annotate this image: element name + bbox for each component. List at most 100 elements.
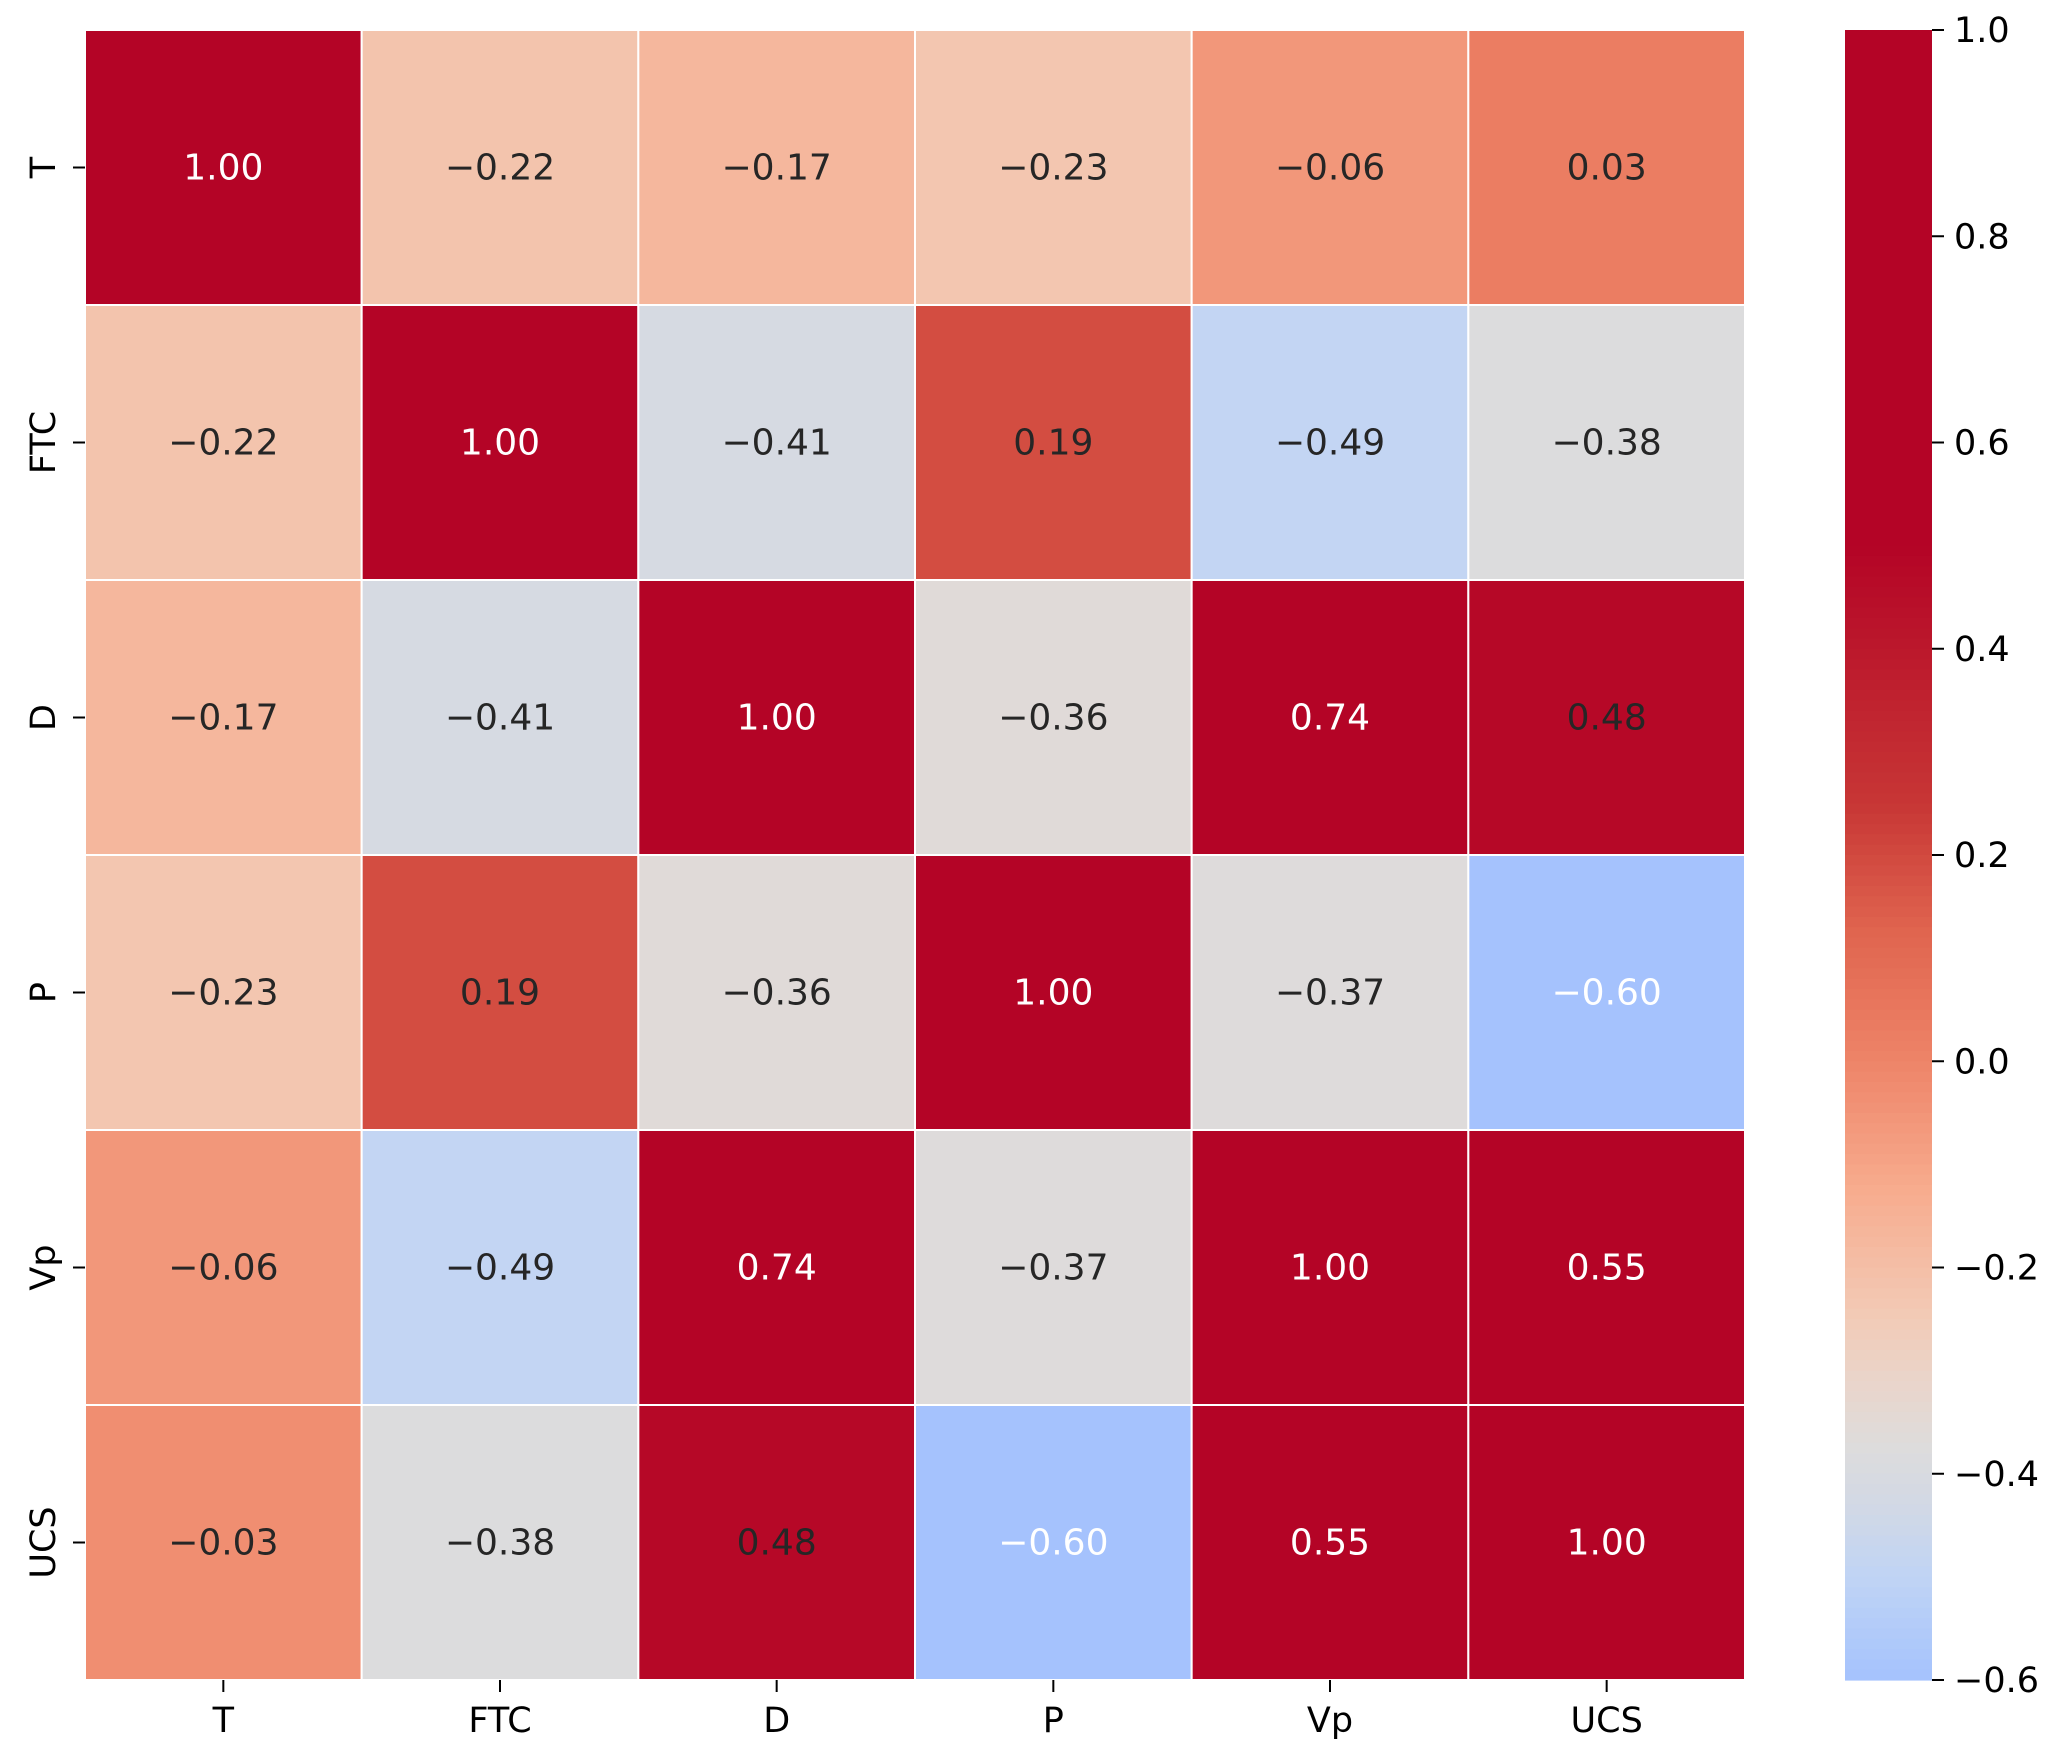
colorbar-segment — [1845, 1515, 1932, 1526]
heatmap-cells — [84, 29, 1747, 1681]
colorbar-segment — [1845, 1040, 1932, 1052]
colorbar-segment — [1845, 1473, 1932, 1485]
colorbar-segment — [1845, 112, 1932, 124]
colorbar: 1.0 0.8 0.6 0.4 0.2 0.0 −0.2 −0.4 −0.6 — [1845, 11, 2039, 1701]
y-tick-label-p: P — [24, 982, 64, 1003]
colorbar-segment — [1845, 1422, 1932, 1434]
colorbar-segment — [1845, 215, 1932, 227]
colorbar-tick-label: 0.2 — [1954, 836, 2010, 876]
colorbar-segment — [1845, 1174, 1932, 1186]
colorbar-segment — [1845, 205, 1932, 217]
colorbar-segment — [1845, 246, 1932, 258]
colorbar-segment — [1845, 1566, 1932, 1578]
colorbar-segment — [1845, 483, 1932, 495]
x-tick-label-t: T — [212, 1701, 235, 1741]
colorbar-segment — [1845, 514, 1932, 526]
colorbar-segment — [1845, 927, 1932, 939]
colorbar-segment — [1845, 1071, 1932, 1083]
colorbar-segment — [1845, 659, 1932, 670]
colorbar-segment — [1845, 360, 1932, 371]
cell-label-t-ftc: −0.22 — [445, 148, 555, 189]
colorbar-segment — [1845, 875, 1932, 887]
heatmap-cell-p-ftc — [360, 854, 640, 1131]
colorbar-segment — [1845, 339, 1932, 351]
colorbar-segment — [1845, 349, 1932, 361]
colorbar-segment — [1845, 1030, 1932, 1042]
colorbar-segment — [1845, 1123, 1932, 1135]
colorbar-segment — [1845, 164, 1932, 175]
cell-label-d-p: −0.36 — [998, 698, 1108, 739]
colorbar-segment — [1845, 1215, 1932, 1227]
colorbar-segment — [1845, 1319, 1932, 1330]
colorbar-segment — [1845, 102, 1932, 114]
heatmap-cell-p-t — [84, 854, 363, 1131]
colorbar-segment — [1845, 947, 1932, 959]
y-tick-label-t: T — [24, 156, 64, 179]
colorbar-segment — [1845, 1576, 1932, 1588]
colorbar-segment — [1845, 1370, 1932, 1382]
heatmap-cell-vp-t — [84, 1129, 363, 1406]
x-tick-label-p: P — [1043, 1701, 1064, 1741]
heatmap-cell-ucs-ucs — [1467, 1404, 1747, 1681]
colorbar-segment — [1845, 1205, 1932, 1217]
cell-label-t-t: 1.00 — [183, 148, 263, 189]
cell-label-ucs-vp: 0.55 — [1290, 1523, 1370, 1564]
cell-label-d-ftc: −0.41 — [445, 698, 555, 739]
heatmap-cell-d-ucs — [1467, 579, 1747, 856]
colorbar-segment — [1845, 1628, 1932, 1640]
colorbar-segment — [1845, 679, 1932, 691]
y-axis-ticks: T FTC D P Vp UCS — [24, 156, 85, 1579]
cell-label-t-vp: −0.06 — [1275, 148, 1385, 189]
heatmap-cell-d-d — [637, 579, 916, 856]
colorbar-segment — [1845, 1236, 1932, 1248]
colorbar-segment — [1845, 1649, 1932, 1660]
cell-label-t-ucs: 0.03 — [1567, 148, 1647, 189]
colorbar-segment — [1845, 978, 1932, 990]
colorbar-segment — [1845, 401, 1932, 413]
colorbar-segment — [1845, 844, 1932, 856]
heatmap-cell-labels: 1.00 −0.22 −0.17 −0.23 −0.06 0.03 −0.22 1.00 −0.… — [168, 148, 1662, 1564]
y-tick-label-vp: Vp — [24, 1244, 64, 1290]
heatmap-cell-ucs-vp — [1190, 1404, 1470, 1681]
heatmap-cell-d-ftc — [360, 579, 640, 856]
colorbar-segment — [1845, 411, 1932, 423]
cell-label-d-t: −0.17 — [168, 698, 278, 739]
colorbar-segment — [1845, 287, 1932, 299]
heatmap-cell-p-p — [914, 854, 1193, 1131]
heatmap-cell-vp-d — [637, 1129, 916, 1406]
colorbar-segment — [1845, 1009, 1932, 1021]
colorbar-segment — [1845, 1308, 1932, 1320]
heatmap-cell-p-d — [637, 854, 916, 1131]
cell-label-ftc-ucs: −0.38 — [1552, 423, 1662, 464]
colorbar-segment — [1845, 1453, 1932, 1465]
colorbar-segment — [1845, 648, 1932, 660]
colorbar-segment — [1845, 906, 1932, 918]
colorbar-segment — [1845, 885, 1932, 897]
cell-label-ucs-p: −0.60 — [998, 1523, 1108, 1564]
colorbar-segment — [1845, 184, 1932, 196]
colorbar-segment — [1845, 834, 1932, 846]
colorbar-segment — [1845, 1607, 1932, 1619]
colorbar-segment — [1845, 741, 1932, 753]
colorbar-segment — [1845, 1360, 1932, 1372]
cell-label-d-d: 1.00 — [737, 698, 817, 739]
colorbar-segment — [1845, 772, 1932, 784]
colorbar-segment — [1845, 720, 1932, 732]
colorbar-segment — [1845, 535, 1932, 547]
heatmap-cell-t-p — [914, 29, 1193, 306]
cell-label-vp-t: −0.06 — [168, 1248, 278, 1289]
colorbar-segment — [1845, 989, 1932, 1000]
cell-label-vp-ftc: −0.49 — [445, 1248, 555, 1289]
colorbar-segment — [1845, 1267, 1932, 1279]
cell-label-vp-d: 0.74 — [737, 1248, 817, 1289]
colorbar-segment — [1845, 50, 1932, 62]
colorbar-segment — [1845, 999, 1932, 1011]
colorbar-segment — [1845, 298, 1932, 310]
colorbar-segment — [1845, 824, 1932, 835]
colorbar-segment — [1845, 710, 1932, 722]
colorbar-segment — [1845, 1535, 1932, 1547]
colorbar-segment — [1845, 782, 1932, 794]
colorbar-segment — [1845, 370, 1932, 382]
heatmap-cell-vp-ucs — [1467, 1129, 1747, 1406]
colorbar-segment — [1845, 256, 1932, 268]
